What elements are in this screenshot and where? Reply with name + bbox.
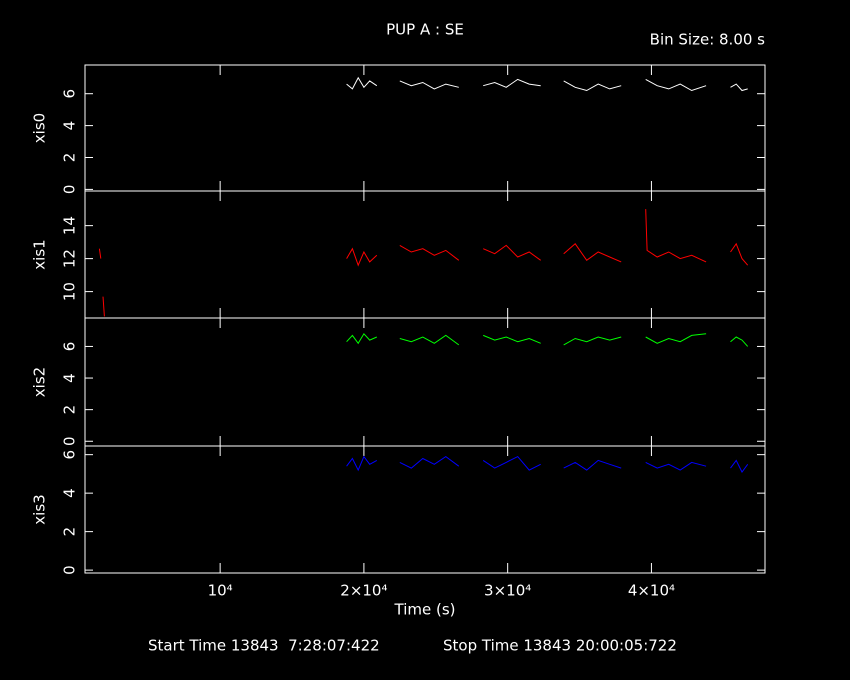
y-tick-label: 2	[61, 405, 79, 415]
panel-frame	[84, 317, 766, 447]
y-tick-label: 0	[61, 436, 79, 446]
y-tick-label: 0	[61, 185, 79, 195]
start-time: Start Time 13843 7:28:07:422	[148, 637, 380, 655]
y-tick-label: 4	[61, 488, 79, 498]
light-curve	[346, 76, 748, 92]
y-tick-label: 6	[61, 450, 79, 460]
panel-frame	[84, 445, 766, 574]
light-curve	[346, 332, 749, 347]
light-curve	[98, 209, 749, 317]
y-axis-label: xis0	[31, 113, 49, 143]
y-tick-label: 12	[61, 249, 79, 268]
y-tick-label: 2	[61, 527, 79, 537]
x-tick-label: 2×10⁴	[340, 582, 387, 600]
x-tick-label: 4×10⁴	[628, 582, 675, 600]
y-tick-label: 0	[61, 565, 79, 575]
y-tick-label: 2	[61, 153, 79, 163]
y-tick-label: 6	[61, 342, 79, 352]
y-tick-label: 6	[61, 89, 79, 99]
y-axis-label: xis1	[31, 239, 49, 269]
y-tick-label: 4	[61, 373, 79, 383]
stop-time: Stop Time 13843 20:00:05:722	[443, 637, 677, 655]
y-tick-label: 14	[61, 216, 79, 235]
y-tick-label: 10	[61, 282, 79, 301]
y-axis-label: xis2	[31, 367, 49, 397]
y-axis-label: xis3	[31, 494, 49, 524]
x-axis-label: Time (s)	[394, 601, 456, 619]
chart-title: PUP A : SE	[386, 21, 464, 39]
bin-size: Bin Size: 8.00 s	[650, 31, 766, 49]
y-tick-label: 4	[61, 121, 79, 131]
x-tick-label: 10⁴	[208, 582, 233, 600]
light-curve	[346, 455, 749, 473]
x-tick-label: 3×10⁴	[484, 582, 531, 600]
